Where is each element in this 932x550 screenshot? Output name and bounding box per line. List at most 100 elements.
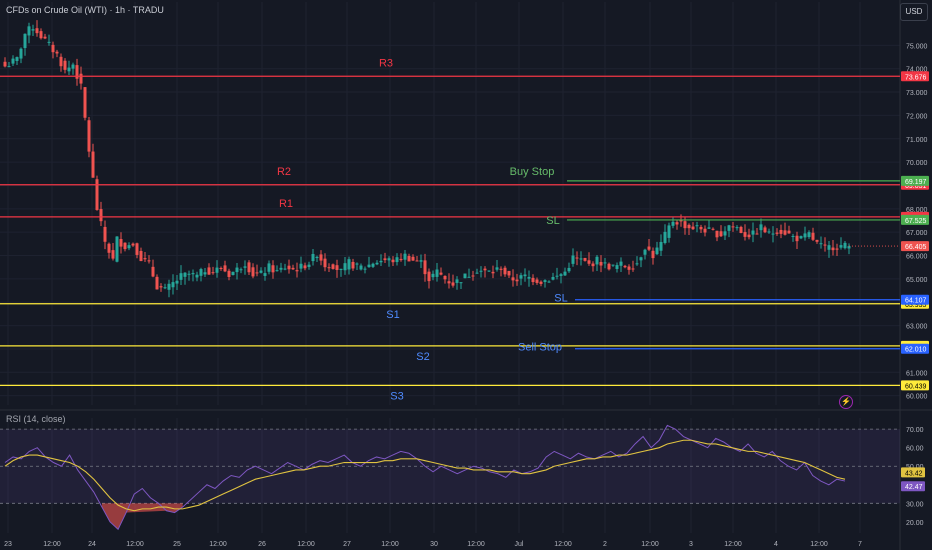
candle-body — [603, 262, 607, 264]
candle-body — [27, 26, 31, 36]
candle-body — [63, 60, 67, 70]
order-label: SL — [546, 215, 559, 227]
candle-body — [399, 258, 403, 261]
candle-body — [51, 44, 55, 53]
candle-body — [507, 270, 511, 276]
time-axis-tick: 2 — [603, 541, 607, 548]
candle-body — [459, 282, 463, 284]
price-axis-tick: 72.000 — [906, 113, 928, 120]
candle-body — [747, 234, 751, 238]
candle-body — [543, 280, 547, 282]
order-label: Buy Stop — [510, 166, 555, 178]
candle-body — [511, 277, 515, 281]
candle-body — [115, 236, 119, 262]
price-tag-bg — [901, 214, 929, 225]
candle-body — [119, 239, 123, 247]
candle-body — [815, 239, 819, 242]
price-axis-tick: 70.000 — [906, 160, 928, 167]
candle-body — [83, 87, 87, 118]
price-axis-tick: 68.000 — [906, 207, 928, 214]
candle-body — [451, 282, 455, 286]
candle-body — [699, 226, 703, 230]
candle-body — [687, 224, 691, 229]
candle-body — [23, 33, 27, 49]
candle-body — [723, 231, 727, 236]
rsi-value-tag: 43.42 — [905, 470, 923, 477]
candle-body — [239, 269, 243, 271]
candle-body — [579, 258, 583, 260]
level-label-r2: R2 — [277, 166, 291, 178]
candle-body — [331, 264, 335, 269]
candle-body — [791, 235, 795, 237]
candle-body — [467, 276, 471, 278]
time-axis-tick: 12:00 — [381, 541, 399, 548]
candle-body — [735, 227, 739, 229]
candle-body — [55, 51, 59, 54]
candle-body — [639, 257, 643, 261]
time-axis-tick: 12:00 — [467, 541, 485, 548]
level-label-s3: S3 — [390, 390, 403, 402]
candle-body — [111, 250, 115, 259]
candle-body — [163, 287, 167, 289]
candle-body — [143, 258, 147, 260]
candle-body — [191, 273, 195, 275]
candle-body — [767, 231, 771, 233]
candle-body — [147, 260, 151, 262]
candle-body — [587, 260, 591, 264]
candle-body — [595, 256, 599, 265]
candle-body — [763, 227, 767, 233]
price-tag-bg — [901, 380, 929, 391]
candle-body — [387, 258, 391, 261]
price-tag: 60.439 — [905, 383, 927, 390]
time-axis-tick: 23 — [4, 541, 12, 548]
candle-body — [779, 229, 783, 234]
candle-body — [303, 265, 307, 269]
candle-body — [219, 268, 223, 270]
lightning-icon[interactable]: ⚡ — [839, 395, 853, 409]
price-tag-bg — [901, 294, 929, 305]
candle-body — [539, 281, 543, 284]
price-tag: 69.031 — [905, 183, 927, 190]
candle-body — [139, 250, 143, 262]
candle-body — [567, 267, 571, 272]
candle-body — [663, 231, 667, 244]
candle-body — [555, 275, 559, 277]
price-axis-tick: 66.000 — [906, 254, 928, 261]
rsi-ma-line — [4, 439, 846, 512]
candle-body — [307, 264, 311, 267]
candle-body — [807, 232, 811, 238]
candle-body — [743, 232, 747, 237]
candle-body — [31, 29, 35, 31]
candle-body — [823, 244, 827, 246]
candle-body — [439, 272, 443, 275]
candle-body — [651, 250, 655, 259]
candle-body — [207, 267, 211, 275]
candle-body — [363, 268, 367, 270]
candle-body — [375, 262, 379, 265]
candle-body — [643, 249, 647, 255]
candle-body — [35, 28, 39, 34]
rsi-value-tag-bg — [901, 481, 925, 492]
candle-body — [43, 36, 47, 39]
candle-body — [415, 260, 419, 262]
price-tag: 64.107 — [905, 298, 927, 305]
candle-body — [255, 272, 259, 274]
candle-body — [599, 261, 603, 266]
candle-body — [267, 263, 271, 272]
currency-button[interactable]: USD — [900, 3, 928, 21]
candle-body — [463, 273, 467, 279]
candle-body — [167, 283, 171, 290]
candle-body — [551, 276, 555, 280]
candle-body — [203, 272, 207, 275]
candle-body — [175, 280, 179, 284]
candle-body — [195, 274, 199, 278]
candle-body — [159, 286, 163, 288]
candle-body — [695, 225, 699, 227]
candle-body — [475, 272, 479, 274]
candle-body — [427, 271, 431, 282]
candle-body — [107, 243, 111, 253]
candle-body — [679, 220, 683, 222]
candle-body — [623, 265, 627, 268]
candle-body — [343, 263, 347, 271]
